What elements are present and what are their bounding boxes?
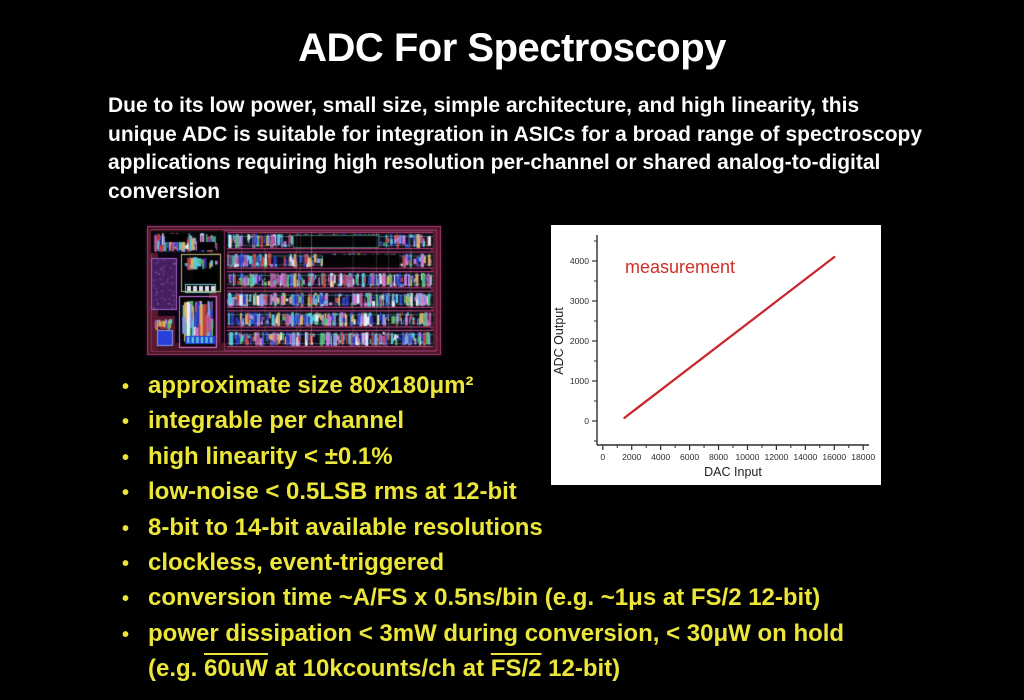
chip-layout-canvas — [145, 224, 443, 357]
bullet-item: • 8-bit to 14-bit available resolutions — [122, 511, 922, 546]
bullet-text: integrable per channel — [148, 407, 405, 435]
bullet-item: • high linearity < ±0.1% — [122, 440, 922, 475]
bullet-text: (e.g. 60uW at 10kcounts/ch at FS/2 12-bi… — [148, 655, 621, 683]
bullet-marker: • — [122, 446, 130, 469]
bullet-marker: • — [122, 553, 130, 576]
measurement-chart: 0 2000 4000 6000 8000 10000 12000 14000 16000 180… — [551, 225, 881, 485]
bullet-text: power dissipation < 3mW during conversio… — [148, 619, 845, 647]
bullet-text: clockless, event-triggered — [148, 549, 445, 577]
intro-line: applications requiring high resolution p… — [108, 151, 881, 174]
bullet-marker: • — [122, 623, 130, 646]
y-tick-label: 0 — [584, 416, 589, 426]
bullet-text: high linearity < ±0.1% — [148, 442, 393, 470]
bullet-item: • clockless, event-triggered — [122, 546, 922, 581]
bullet-item: • conversion time ~A/FS x 0.5ns/bin (e.g.… — [122, 581, 922, 616]
bullet-continuation: (e.g. 60uW at 10kcounts/ch at FS/2 12-bi… — [122, 652, 922, 685]
y-tick-label: 1000 — [570, 376, 589, 386]
intro-line: unique ADC is suitable for integration i… — [108, 122, 923, 146]
bullet-text: low-noise < 0.5LSB rms at 12-bit — [148, 478, 517, 506]
bullet-marker: • — [122, 411, 130, 434]
intro-line: conversion — [108, 179, 221, 203]
x-tick-label: 0 — [600, 452, 605, 462]
x-tick-label: 16000 — [822, 452, 846, 462]
bullet-item: • low-noise < 0.5LSB rms at 12-bit — [122, 475, 922, 510]
bullet-text: conversion time ~A/FS x 0.5ns/bin (e.g. … — [148, 584, 821, 612]
legend-text: measurement — [625, 257, 735, 277]
x-tick-label: 14000 — [793, 452, 817, 462]
bullet-marker: • — [122, 482, 130, 505]
x-tick-label: 18000 — [851, 452, 875, 462]
chip-layout-image — [145, 224, 443, 357]
bullet-marker: • — [122, 376, 130, 398]
x-tick-label: 12000 — [764, 452, 788, 462]
x-tick-label: 8000 — [709, 452, 728, 462]
intro-paragraph: Due to its low power, small size, simple… — [108, 92, 988, 206]
y-axis-label: ADC Output — [552, 307, 566, 375]
intro-line: Due to its low power, small size, simple… — [108, 94, 860, 117]
x-axis-label: DAC Input — [704, 465, 762, 479]
bullet-item: • integrable per channel — [122, 404, 922, 439]
spec-list: • approximate size 80x180μm² • integrable p… — [122, 369, 922, 686]
x-tick-label: 6000 — [680, 452, 699, 462]
bullet-text: approximate size 80x180μm² — [148, 372, 474, 399]
y-tick-label: 2000 — [570, 336, 589, 346]
y-tick-label: 4000 — [570, 256, 589, 266]
bullet-item: • approximate size 80x180μm² — [122, 369, 922, 404]
bullet-text: 8-bit to 14-bit available resolutions — [148, 513, 543, 541]
x-tick-label: 4000 — [651, 452, 670, 462]
bullet-item: • power dissipation < 3mW during conversi… — [122, 617, 922, 652]
bullet-marker: • — [122, 588, 130, 611]
measurement-line — [623, 255, 836, 419]
y-tick-label: 3000 — [570, 296, 589, 306]
x-tick-label: 10000 — [736, 452, 760, 462]
bullet-marker: • — [122, 517, 130, 540]
x-tick-label: 2000 — [622, 452, 641, 462]
slide-title: ADC For Spectroscopy — [298, 26, 726, 70]
chart-svg: 0 2000 4000 6000 8000 10000 12000 14000 16000 180… — [551, 225, 881, 485]
